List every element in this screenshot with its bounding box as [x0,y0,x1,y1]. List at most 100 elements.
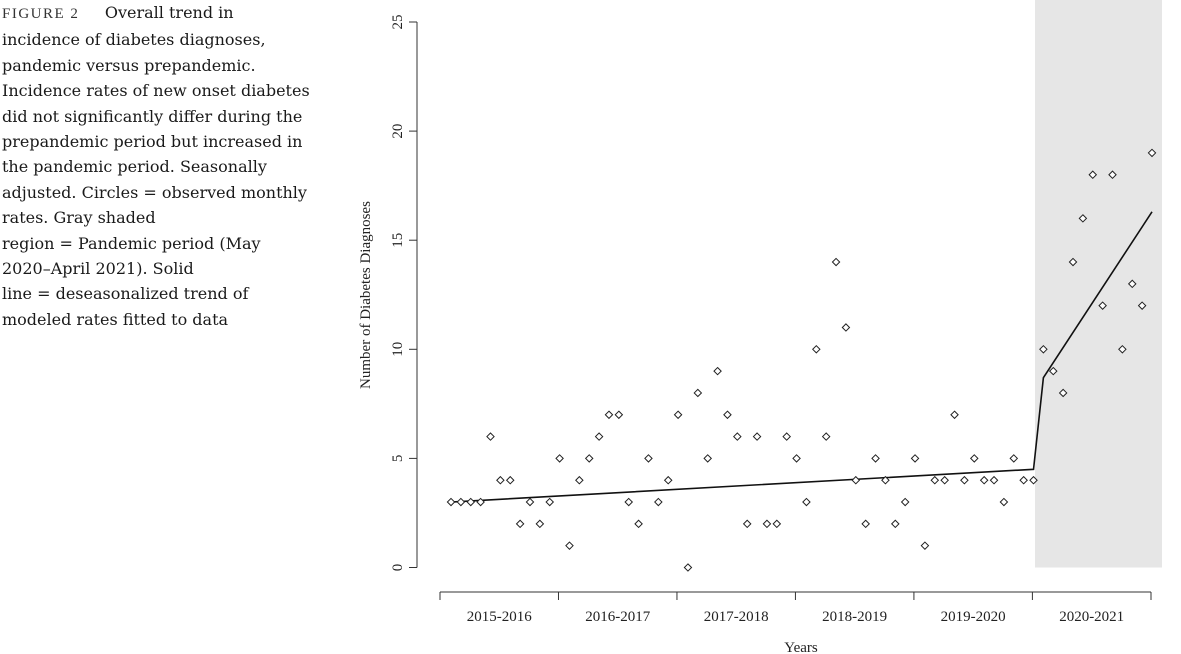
y-tick-label: 20 [390,124,406,139]
observed-rate-point [565,541,574,550]
observed-rate-point [920,541,930,550]
observed-rate-point [841,323,851,332]
observed-rate-point [614,410,624,420]
y-tick-label: 10 [390,342,406,357]
caption-line: did not significantly differ during the [2,106,303,126]
y-axis-title: Number of Diabetes Diagnoses [358,201,374,389]
observed-rate-point [881,475,890,485]
observed-rate-point [456,497,466,507]
observed-rate-point [910,454,920,463]
observed-rate-point [1039,344,1048,354]
observed-rate-point [703,454,713,463]
observed-rate-point [515,519,525,529]
observed-rate-point [1048,366,1058,376]
observed-rate-point [802,497,811,507]
observed-rate-point [1137,301,1147,310]
x-tick-label: 2015-2016 [467,609,532,625]
observed-rate-point [762,519,772,529]
observed-rate-point [1127,279,1137,289]
x-tick-label: 2018-2019 [822,609,887,625]
observed-rate-point [683,563,693,572]
observed-rate-point [575,475,584,485]
y-tick-label: 15 [390,233,406,248]
observed-rate-point [950,410,959,420]
observed-rate-point [861,519,870,529]
observed-rate-point [752,432,762,441]
observed-rate-point [496,475,505,485]
observed-rate-point [634,519,643,529]
observed-rate-point [525,497,535,507]
observed-rate-point [742,519,752,529]
observed-rate-point [535,519,545,529]
observed-rate-point [1078,214,1088,223]
observed-rate-point [584,454,594,463]
caption-line: adjusted. Circles = observed monthly [2,182,307,202]
observed-rate-point [713,366,722,376]
observed-rate-point [673,410,683,420]
observed-rate-point [871,454,880,463]
observed-rate-point [960,475,969,485]
caption-line: modeled rates fitted to data [2,309,229,329]
observed-rate-point [772,519,782,529]
observed-rate-point [1009,454,1019,463]
x-axis-title: Years [784,640,818,654]
observed-rate-point [1019,475,1028,485]
observed-rate-point [999,497,1009,507]
observed-rate-point [969,454,979,463]
observed-rate-point [476,497,485,507]
observed-rate-point [1029,475,1038,485]
y-tick-label: 25 [390,15,406,30]
caption-line: line = deseasonalized trend of [2,284,249,304]
pandemic-shaded-region [1035,0,1162,568]
figure-label: FIGURE 2 [2,6,80,22]
x-tick-label: 2020-2021 [1059,609,1124,625]
y-tick-label: 5 [390,455,406,463]
observed-rate-point [733,432,742,441]
observed-rate-point [792,454,801,463]
x-tick-label: 2019-2020 [941,609,1006,625]
observed-rate-point [466,497,476,507]
observed-rate-point [930,475,940,485]
observed-rate-point [900,497,910,507]
x-tick-label: 2016-2017 [585,609,650,625]
caption-line: prepandemic period but increased in [2,132,303,152]
observed-rate-point [644,454,653,463]
observed-rate-point [851,475,861,485]
y-tick-label: 0 [390,564,406,572]
observed-rate-point [821,432,831,441]
observed-rate-point [989,475,999,485]
observed-rate-point [545,497,555,507]
observed-rate-point [446,497,456,507]
observed-rate-point [663,475,673,485]
observed-rate-point [505,475,515,485]
observed-rate-point [1058,388,1068,398]
observed-rate-point [1108,170,1117,180]
observed-rate-point [1088,170,1098,180]
observed-rate-point [624,497,634,507]
caption-line: Incidence rates of new onset diabetes [2,81,310,101]
observed-rate-point [979,475,989,485]
deseasonalized-trend-line [450,211,1153,503]
x-tick-label: 2017-2018 [704,609,769,625]
observed-rate-point [654,497,663,507]
observed-rate-point [604,410,614,420]
observed-rate-point [1147,148,1157,158]
observed-rate-point [1068,257,1078,267]
observed-rate-point [486,432,495,441]
observed-rate-point [940,475,949,485]
observed-rate-point [555,454,564,463]
observed-rate-point [812,344,821,354]
figure-caption: FIGURE 2 Overall trend in incidence of d… [2,0,320,332]
observed-rate-point [890,519,900,529]
caption-line: 2020–April 2021). Solid [2,259,194,279]
caption-line: the pandemic period. Seasonally [2,157,267,177]
caption-line: pandemic versus prepandemic. [2,55,256,75]
observed-rate-point [831,257,841,267]
caption-line: rates. Gray shaded [2,208,156,228]
observed-rate-point [693,388,703,398]
caption-line: incidence of diabetes diagnoses, [2,30,266,50]
observed-rate-point [782,432,791,441]
caption-line: region = Pandemic period (May [2,233,261,253]
observed-rate-point [594,432,604,441]
